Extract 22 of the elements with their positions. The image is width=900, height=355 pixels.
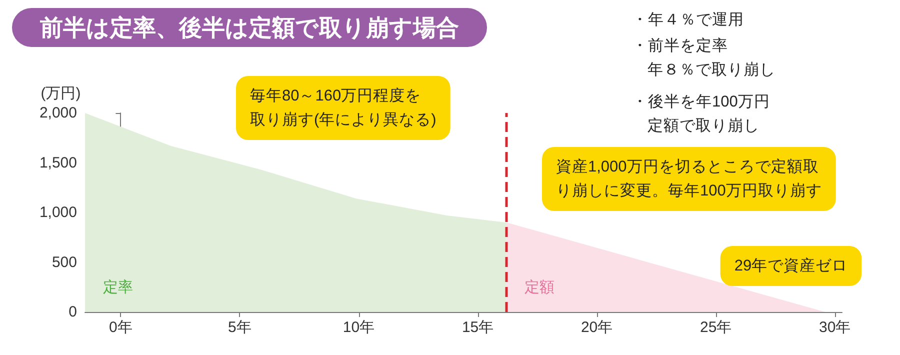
y-tick-label: 1,000	[39, 204, 77, 221]
chart-title: 前半は定率、後半は定額で取り崩す場合	[39, 14, 459, 40]
y-tick-label: 2,000	[39, 104, 77, 122]
annotation: 29年で資産ゼロ	[734, 256, 848, 274]
x-tick-label: 15年	[462, 319, 494, 336]
text: ・前半を定率年８％で取り崩し	[632, 36, 776, 78]
text: ・年４％で運用	[632, 12, 744, 28]
annotation: 毎年80～160万円程度を取り崩す(年により異なる)	[250, 86, 436, 128]
y-axis-title: (万円)	[40, 85, 81, 102]
annotation: 資産1,000万円を切るところで定額取り崩しに変更。毎年100万円取り崩す	[556, 158, 822, 200]
x-tick-label: 20年	[580, 319, 613, 336]
x-tick-label: 10年	[342, 319, 375, 336]
y-tick-label: 500	[52, 254, 77, 271]
x-tick-label: 0年	[109, 319, 132, 336]
y-tick-label: 1,500	[39, 154, 77, 172]
series-label: 定額	[524, 279, 554, 296]
x-tick-label: 25年	[700, 319, 732, 336]
x-tick-label: 5年	[228, 319, 252, 336]
y-tick-label: 0	[68, 304, 77, 320]
annotation: ・後半を年100万円定額で取り崩し	[632, 92, 770, 134]
x-tick-label: 30年	[819, 319, 851, 336]
series-label: 定率	[103, 279, 133, 296]
